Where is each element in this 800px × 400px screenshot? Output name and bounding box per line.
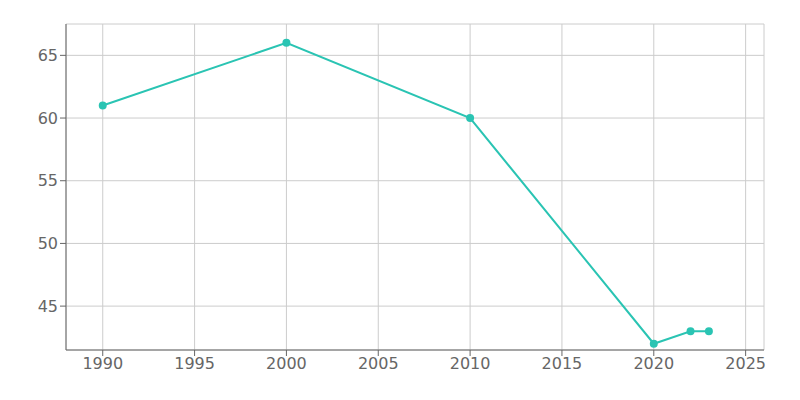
svg-text:2005: 2005 <box>358 354 399 373</box>
svg-text:50: 50 <box>38 234 58 253</box>
svg-text:2000: 2000 <box>266 354 307 373</box>
svg-text:55: 55 <box>38 171 58 190</box>
svg-text:2010: 2010 <box>450 354 491 373</box>
svg-text:60: 60 <box>38 109 58 128</box>
svg-text:45: 45 <box>38 297 58 316</box>
svg-text:1990: 1990 <box>82 354 123 373</box>
svg-text:2020: 2020 <box>633 354 674 373</box>
svg-text:1995: 1995 <box>174 354 215 373</box>
svg-text:65: 65 <box>38 46 58 65</box>
svg-text:2015: 2015 <box>542 354 583 373</box>
svg-text:2025: 2025 <box>725 354 766 373</box>
